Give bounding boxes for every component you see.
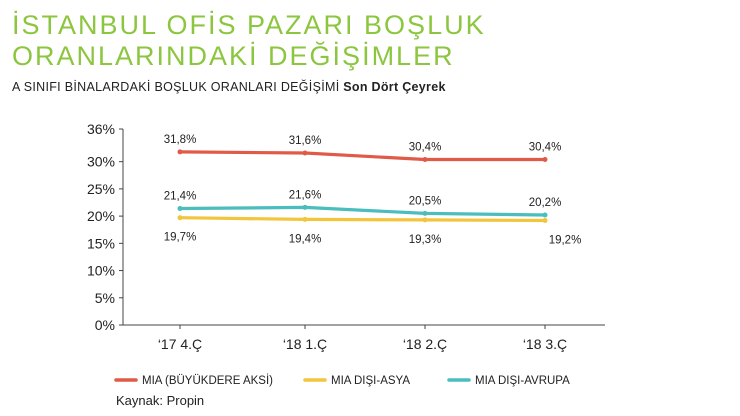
data-point	[302, 204, 308, 210]
x-tick-label: ‘18 2.Ç	[403, 336, 447, 352]
data-label: 19,4%	[289, 233, 322, 245]
data-label: 19,3%	[409, 234, 442, 246]
data-point	[542, 218, 548, 223]
data-label: 31,6%	[289, 135, 322, 147]
subtitle-bold: Son Dört Çeyrek	[343, 80, 446, 94]
data-label: 19,2%	[549, 235, 582, 247]
series-line	[178, 150, 547, 162]
legend-label: MIA (BÜYÜKDERE AKSİ)	[142, 374, 273, 387]
y-tick-label: 0%	[95, 317, 115, 333]
page-title: İSTANBUL OFİS PAZARI BOŞLUK ORANLARINDAK…	[12, 10, 486, 71]
source-note: Kaynak: Propin	[116, 393, 205, 408]
data-point	[302, 216, 308, 222]
x-tick-label: ‘18 1.Ç	[283, 336, 327, 352]
data-point	[542, 157, 548, 162]
data-point	[422, 157, 428, 162]
legend-label: MIA DIŞI-AVRUPA	[475, 375, 570, 387]
data-point	[422, 217, 428, 223]
data-point	[302, 150, 308, 156]
subtitle-main: A SINIFI BİNALARDAKİ BOŞLUK ORANLARI DEĞ…	[12, 80, 340, 94]
series-line	[178, 205, 547, 217]
data-label: 21,6%	[289, 189, 322, 201]
data-point	[422, 210, 428, 216]
data-label: 30,4%	[529, 142, 562, 154]
y-tick-label: 5%	[95, 290, 115, 306]
series-line	[178, 216, 547, 223]
y-tick-label: 25%	[87, 181, 115, 197]
y-tick-label: 30%	[87, 154, 115, 170]
y-tick-label: 36%	[87, 121, 115, 137]
data-label: 19,7%	[164, 232, 197, 244]
data-label: 20,5%	[409, 195, 442, 207]
legend-label: MIA DIŞI-ASYA	[331, 375, 410, 387]
data-point	[177, 215, 183, 221]
data-label: 31,8%	[164, 134, 197, 146]
x-tick-label: ‘18 3.Ç	[523, 336, 567, 352]
x-tick-label: ‘17 4.Ç	[158, 336, 202, 352]
data-label: 30,4%	[409, 142, 442, 154]
data-point	[177, 206, 183, 211]
data-label: 21,4%	[164, 191, 197, 203]
data-point	[177, 149, 183, 155]
y-tick-label: 15%	[87, 235, 115, 251]
y-tick-label: 10%	[87, 263, 115, 279]
data-label: 20,2%	[529, 197, 562, 209]
chart-subtitle: A SINIFI BİNALARDAKİ BOŞLUK ORANLARI DEĞ…	[12, 80, 446, 94]
y-tick-label: 20%	[87, 208, 115, 224]
data-point	[542, 212, 548, 218]
